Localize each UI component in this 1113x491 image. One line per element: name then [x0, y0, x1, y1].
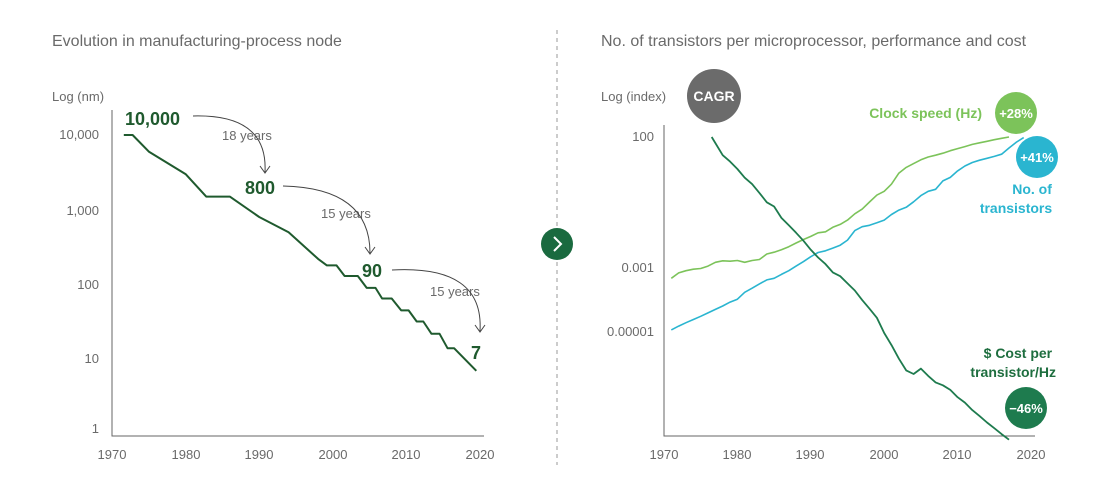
process-node-line	[123, 134, 478, 372]
badge-cost-value: −46%	[1009, 401, 1043, 416]
next-arrow-button[interactable]	[541, 228, 573, 260]
right-y-tick: 0.001	[621, 260, 654, 275]
right-x-tick: 1970	[650, 447, 679, 462]
chevron-right-icon	[553, 236, 563, 252]
series-label-clock-speed: Clock speed (Hz)	[869, 105, 982, 121]
series-label-cost: $ Cost per transistor/Hz	[970, 345, 1056, 380]
series-label-cost-line1: $ Cost per	[984, 345, 1053, 361]
next-button-circle[interactable]	[541, 228, 573, 260]
left-y-tick: 100	[77, 277, 99, 292]
left-y-tick: 10,000	[59, 127, 99, 142]
interval-arrow-1	[192, 115, 266, 173]
clock-speed-line	[670, 136, 1010, 279]
cost-line	[710, 136, 1010, 441]
right-y-tick: 100	[632, 129, 654, 144]
series-label-transistors: No. of transistors	[980, 181, 1056, 216]
right-x-tick: 1990	[796, 447, 825, 462]
series-label-transistors-line2: transistors	[980, 200, 1053, 216]
cagr-label: CAGR	[693, 88, 734, 104]
right-axes	[663, 125, 1035, 437]
left-y-tick: 1	[92, 421, 99, 436]
left-x-tick: 1990	[245, 447, 274, 462]
interval-arrow-1-head	[259, 165, 271, 174]
badge-transistors: +41%	[1016, 136, 1058, 178]
interval-arrow-2	[282, 185, 371, 254]
badge-transistors-circle	[1016, 136, 1058, 178]
annotation-7nm: 7	[471, 343, 481, 363]
left-x-tick: 2010	[392, 447, 421, 462]
badge-transistors-value: +41%	[1020, 150, 1054, 165]
interval-arrow-3	[391, 269, 481, 332]
cagr-badge-circle	[687, 69, 741, 123]
left-chart-title: Evolution in manufacturing-process node	[52, 33, 342, 50]
left-x-tick: 2020	[466, 447, 495, 462]
cagr-badge: CAGR	[687, 69, 741, 123]
left-x-tick: 1970	[98, 447, 127, 462]
left-y-tick: 1,000	[66, 203, 99, 218]
interval-label-18-years: 18 years	[222, 128, 272, 143]
badge-cost: −46%	[1005, 387, 1047, 429]
right-series-group	[670, 136, 1025, 441]
right-x-tick: 2010	[943, 447, 972, 462]
interval-arrow-2-head	[364, 246, 376, 255]
badge-clock-speed: +28%	[995, 92, 1037, 134]
series-label-cost-line2: transistor/Hz	[970, 364, 1056, 380]
left-y-tick: 10	[85, 351, 99, 366]
badge-cost-circle	[1005, 387, 1047, 429]
left-y-unit-label: Log (nm)	[52, 89, 104, 104]
left-y-tick-labels: 10,000 1,000 100 10 1	[59, 127, 99, 436]
right-x-tick: 2020	[1017, 447, 1046, 462]
series-label-transistors-line1: No. of	[1012, 181, 1052, 197]
annotation-800nm: 800	[245, 178, 275, 198]
left-series-group	[123, 134, 478, 372]
right-x-tick-labels: 1970 1980 1990 2000 2010 2020	[650, 447, 1046, 462]
right-y-tick: 0.00001	[607, 324, 654, 339]
right-y-tick-labels: 100 0.001 0.00001	[607, 129, 654, 339]
annotation-90nm: 90	[362, 261, 382, 281]
left-x-tick-labels: 1970 1980 1990 2000 2010 2020	[98, 447, 495, 462]
right-y-unit-label: Log (index)	[601, 89, 666, 104]
interval-arrow-3-head	[474, 324, 486, 333]
left-x-tick: 1980	[172, 447, 201, 462]
badge-clock-speed-circle	[995, 92, 1037, 134]
interval-label-15-years-b: 15 years	[430, 284, 480, 299]
badge-clock-speed-value: +28%	[999, 106, 1033, 121]
right-chart-title: No. of transistors per microprocessor, p…	[601, 33, 1027, 50]
interval-label-15-years-a: 15 years	[321, 206, 371, 221]
annotation-10000nm: 10,000	[125, 109, 180, 129]
left-x-tick: 2000	[319, 447, 348, 462]
right-x-tick: 2000	[870, 447, 899, 462]
right-x-tick: 1980	[723, 447, 752, 462]
transistors-line	[670, 136, 1025, 331]
left-axes	[111, 110, 484, 437]
